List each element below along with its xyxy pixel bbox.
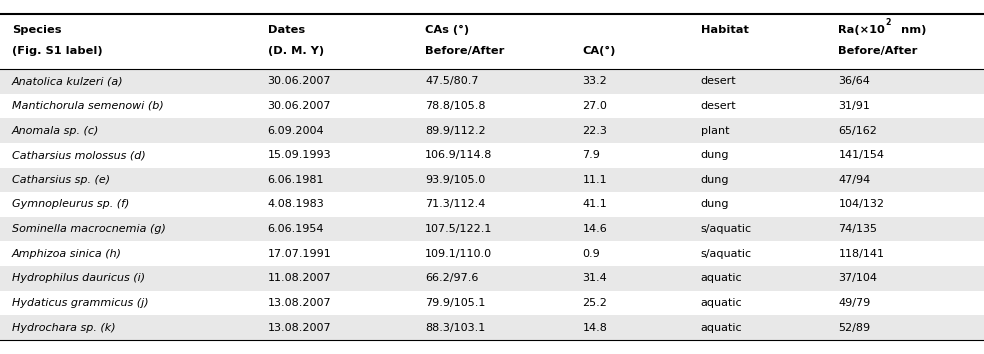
- Text: 7.9: 7.9: [583, 150, 600, 160]
- Text: Gymnopleurus sp. (f): Gymnopleurus sp. (f): [12, 199, 129, 210]
- Text: Hydrophilus dauricus (i): Hydrophilus dauricus (i): [12, 273, 145, 283]
- Text: Mantichorula semenowi (b): Mantichorula semenowi (b): [12, 101, 163, 111]
- Bar: [0, 167, 984, 192]
- Text: 47.5/80.7: 47.5/80.7: [425, 76, 478, 86]
- Text: 11.08.2007: 11.08.2007: [268, 273, 332, 283]
- Text: dung: dung: [701, 175, 729, 185]
- Text: Ra(×10: Ra(×10: [838, 25, 886, 35]
- Text: aquatic: aquatic: [701, 273, 742, 283]
- Text: Catharsius sp. (e): Catharsius sp. (e): [12, 175, 110, 185]
- Text: 15.09.1993: 15.09.1993: [268, 150, 332, 160]
- Text: 79.9/105.1: 79.9/105.1: [425, 298, 485, 308]
- Text: 36/64: 36/64: [838, 76, 870, 86]
- Bar: [0, 266, 984, 291]
- Text: 65/162: 65/162: [838, 126, 878, 136]
- Text: 31.4: 31.4: [583, 273, 607, 283]
- Text: 6.06.1981: 6.06.1981: [268, 175, 324, 185]
- Text: Hydaticus grammicus (j): Hydaticus grammicus (j): [12, 298, 149, 308]
- Text: 13.08.2007: 13.08.2007: [268, 322, 332, 332]
- Text: 93.9/105.0: 93.9/105.0: [425, 175, 485, 185]
- Text: 71.3/112.4: 71.3/112.4: [425, 199, 485, 210]
- Text: 118/141: 118/141: [838, 249, 885, 259]
- Text: 107.5/122.1: 107.5/122.1: [425, 224, 492, 234]
- Text: 22.3: 22.3: [583, 126, 607, 136]
- Text: 14.8: 14.8: [583, 322, 607, 332]
- Text: Amphizoa sinica (h): Amphizoa sinica (h): [12, 249, 122, 259]
- Text: Hydrochara sp. (k): Hydrochara sp. (k): [12, 322, 115, 332]
- Text: 6.06.1954: 6.06.1954: [268, 224, 324, 234]
- Text: 13.08.2007: 13.08.2007: [268, 298, 332, 308]
- Text: CA(°): CA(°): [583, 46, 616, 56]
- Text: nm): nm): [897, 25, 927, 35]
- Text: 30.06.2007: 30.06.2007: [268, 76, 332, 86]
- Text: 37/104: 37/104: [838, 273, 878, 283]
- Text: 31/91: 31/91: [838, 101, 870, 111]
- Text: Species: Species: [12, 25, 61, 35]
- Text: desert: desert: [701, 101, 736, 111]
- Text: Habitat: Habitat: [701, 25, 749, 35]
- Text: 78.8/105.8: 78.8/105.8: [425, 101, 485, 111]
- Text: 49/79: 49/79: [838, 298, 871, 308]
- Text: Anomala sp. (c): Anomala sp. (c): [12, 126, 99, 136]
- Bar: [0, 217, 984, 241]
- Text: 89.9/112.2: 89.9/112.2: [425, 126, 486, 136]
- Text: Sominella macrocnemia (g): Sominella macrocnemia (g): [12, 224, 165, 234]
- Text: 66.2/97.6: 66.2/97.6: [425, 273, 478, 283]
- Text: desert: desert: [701, 76, 736, 86]
- Text: 88.3/103.1: 88.3/103.1: [425, 322, 485, 332]
- Text: 30.06.2007: 30.06.2007: [268, 101, 332, 111]
- Text: 74/135: 74/135: [838, 224, 878, 234]
- Text: 6.09.2004: 6.09.2004: [268, 126, 325, 136]
- Text: 141/154: 141/154: [838, 150, 885, 160]
- Text: 17.07.1991: 17.07.1991: [268, 249, 332, 259]
- Text: 25.2: 25.2: [583, 298, 607, 308]
- Text: 52/89: 52/89: [838, 322, 871, 332]
- Bar: [0, 315, 984, 340]
- Text: plant: plant: [701, 126, 729, 136]
- Text: 106.9/114.8: 106.9/114.8: [425, 150, 492, 160]
- Text: Anatolica kulzeri (a): Anatolica kulzeri (a): [12, 76, 123, 86]
- Text: Dates: Dates: [268, 25, 305, 35]
- Text: 33.2: 33.2: [583, 76, 607, 86]
- Text: s/aquatic: s/aquatic: [701, 249, 752, 259]
- Text: 109.1/110.0: 109.1/110.0: [425, 249, 492, 259]
- Text: aquatic: aquatic: [701, 298, 742, 308]
- Text: 41.1: 41.1: [583, 199, 607, 210]
- Text: 47/94: 47/94: [838, 175, 871, 185]
- Text: 27.0: 27.0: [583, 101, 607, 111]
- Text: aquatic: aquatic: [701, 322, 742, 332]
- Text: 2: 2: [886, 18, 891, 27]
- Bar: [0, 118, 984, 143]
- Text: (D. M. Y): (D. M. Y): [268, 46, 324, 56]
- Text: 14.6: 14.6: [583, 224, 607, 234]
- Text: Catharsius molossus (d): Catharsius molossus (d): [12, 150, 146, 160]
- Text: Before/After: Before/After: [838, 46, 918, 56]
- Text: 104/132: 104/132: [838, 199, 885, 210]
- Text: 4.08.1983: 4.08.1983: [268, 199, 325, 210]
- Text: dung: dung: [701, 150, 729, 160]
- Bar: [0, 69, 984, 94]
- Text: Before/After: Before/After: [425, 46, 505, 56]
- Text: 0.9: 0.9: [583, 249, 600, 259]
- Text: dung: dung: [701, 199, 729, 210]
- Text: CAs (°): CAs (°): [425, 25, 469, 35]
- Text: 11.1: 11.1: [583, 175, 607, 185]
- Text: (Fig. S1 label): (Fig. S1 label): [12, 46, 102, 56]
- Text: s/aquatic: s/aquatic: [701, 224, 752, 234]
